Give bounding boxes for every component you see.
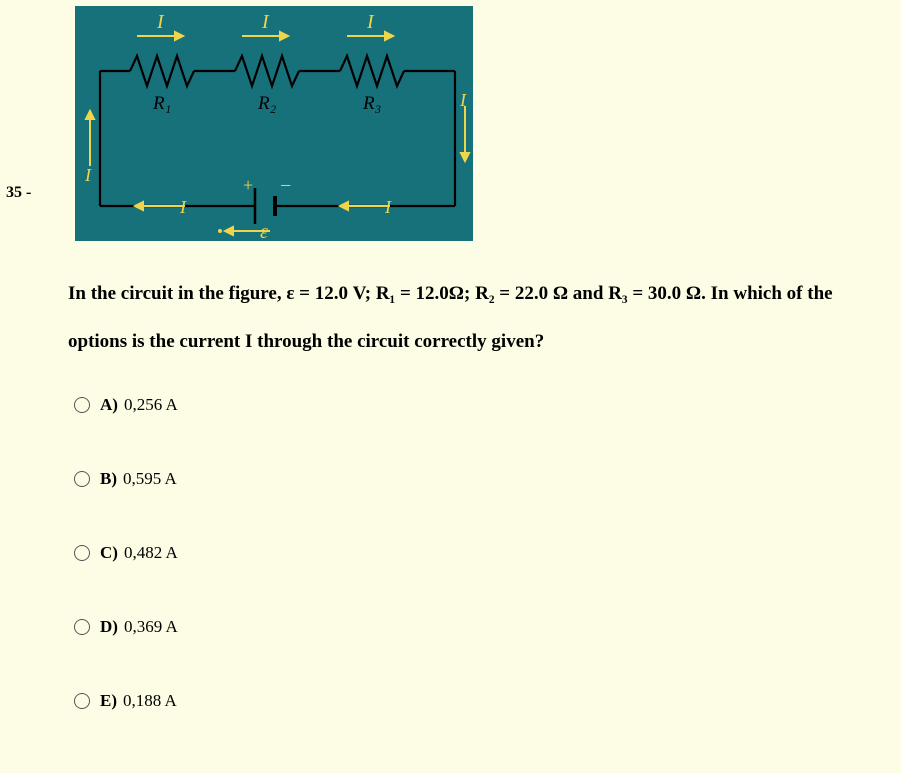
option-letter: C) <box>100 543 118 563</box>
option-letter: B) <box>100 469 117 489</box>
option-letter: A) <box>100 395 118 415</box>
option-letter: E) <box>100 691 117 711</box>
label-I-top3: I <box>366 11 375 33</box>
options-list: A) 0,256 A B) 0,595 A C) 0,482 A D) 0,36… <box>74 395 178 765</box>
label-I-left: I <box>84 165 92 185</box>
label-eps: ε <box>260 221 268 241</box>
option-value: 0,369 A <box>124 617 178 637</box>
question-number: 35 - <box>6 184 31 202</box>
option-value: 0,188 A <box>123 691 177 711</box>
label-I-top2: I <box>261 11 270 33</box>
radio-icon[interactable] <box>74 545 90 561</box>
radio-icon[interactable] <box>74 397 90 413</box>
label-R2: R₂ <box>257 93 277 114</box>
label-R3: R₃ <box>362 93 381 114</box>
option-e[interactable]: E) 0,188 A <box>74 691 178 711</box>
label-I-bot2: I <box>384 197 392 217</box>
circuit-diagram: I I I R₁ R₂ R₃ I I I I + − ε <box>75 6 473 241</box>
question-text: In the circuit in the figure, ε = 12.0 V… <box>68 270 888 365</box>
radio-icon[interactable] <box>74 471 90 487</box>
option-d[interactable]: D) 0,369 A <box>74 617 178 637</box>
label-minus: − <box>280 175 291 197</box>
option-value: 0,256 A <box>124 395 178 415</box>
label-plus: + <box>243 175 253 195</box>
option-letter: D) <box>100 617 118 637</box>
label-R1: R₁ <box>152 93 171 114</box>
option-b[interactable]: B) 0,595 A <box>74 469 178 489</box>
option-value: 0,482 A <box>124 543 178 563</box>
label-I-bot1: I <box>179 197 187 217</box>
label-I-right: I <box>459 90 467 110</box>
label-I-top1: I <box>156 11 165 33</box>
option-value: 0,595 A <box>123 469 177 489</box>
radio-icon[interactable] <box>74 619 90 635</box>
radio-icon[interactable] <box>74 693 90 709</box>
option-c[interactable]: C) 0,482 A <box>74 543 178 563</box>
option-a[interactable]: A) 0,256 A <box>74 395 178 415</box>
